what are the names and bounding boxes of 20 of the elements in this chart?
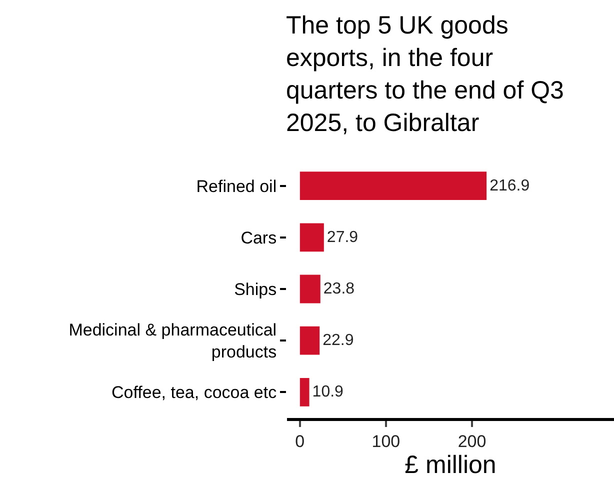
x-tick-label: 100 (372, 432, 400, 452)
bar (300, 326, 320, 355)
chart-title: The top 5 UK goods exports, in the four quarters to the end of Q3 2025, to Gibraltar (286, 12, 564, 138)
y-tick-label: Refined oil (196, 176, 277, 196)
y-tick-label: Cars (240, 228, 277, 248)
bar (300, 378, 310, 406)
data-label: 10.9 (312, 384, 344, 401)
x-tick-label: 200 (458, 432, 486, 452)
y-tick-label: Ships (234, 280, 277, 299)
bar (300, 172, 487, 200)
y-tick-label: Medicinal & pharmaceutical products (68, 320, 277, 362)
data-label: 23.8 (323, 280, 355, 298)
x-tick-label: 0 (295, 432, 305, 452)
data-label: 22.9 (322, 332, 354, 350)
y-tick-label: Coffee, tea, cocoa etc (112, 383, 278, 402)
bar (300, 223, 324, 252)
data-label: 216.9 (490, 177, 530, 194)
x-axis-title: £ million (404, 451, 496, 480)
data-label: 27.9 (326, 228, 358, 246)
bar (300, 274, 320, 304)
